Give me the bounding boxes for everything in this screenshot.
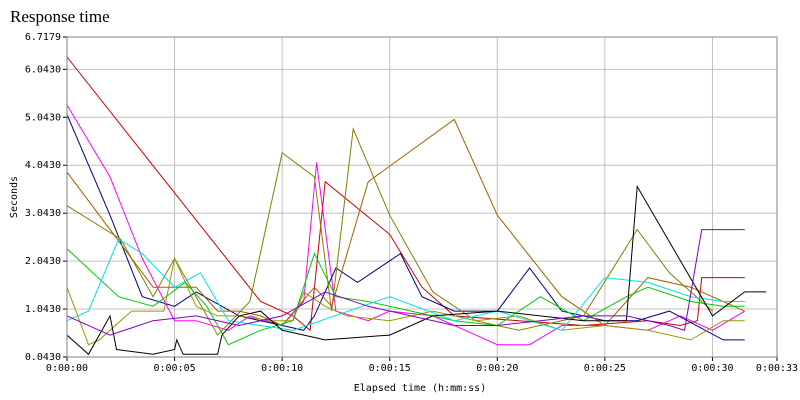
- y-tick-label: 2.0430: [25, 256, 61, 267]
- y-tick-label: 1.0430: [25, 304, 61, 315]
- x-tick-label: 0:00:30: [691, 363, 733, 374]
- x-tick-label: 0:00:10: [261, 363, 303, 374]
- x-tick-label: 0:00:15: [369, 363, 411, 374]
- y-tick-label: 4.0430: [25, 160, 61, 171]
- series-line: [66, 126, 713, 336]
- x-tick-label: 0:00:33: [756, 363, 798, 374]
- x-axis-label: Elapsed time (h:mm:ss): [354, 383, 486, 394]
- series-line: [66, 229, 745, 336]
- series-line: [66, 248, 745, 346]
- series-line: [66, 184, 767, 356]
- y-tick-label: 6.0430: [25, 64, 61, 75]
- y-axis-label: Seconds: [9, 176, 20, 218]
- x-tick-label: 0:00:00: [46, 363, 88, 374]
- x-tick-label: 0:00:05: [153, 363, 195, 374]
- series-line: [66, 118, 745, 327]
- plot-frame: [66, 36, 778, 358]
- x-tick-label: 0:00:25: [584, 363, 626, 374]
- x-tick-label: 0:00:20: [476, 363, 518, 374]
- y-tick-label: 5.0430: [25, 112, 61, 123]
- y-tick-label: 0.0430: [25, 352, 61, 363]
- y-tick-label: 3.0430: [25, 208, 61, 219]
- plot-lines: [66, 56, 767, 356]
- y-tick-label: 6.7179: [25, 32, 61, 43]
- series-line: [66, 256, 745, 346]
- chart-title: Response time: [10, 7, 110, 26]
- series-line: [66, 238, 745, 331]
